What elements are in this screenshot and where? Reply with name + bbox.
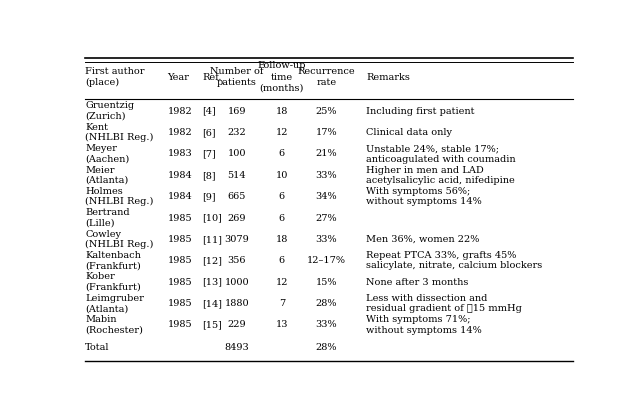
Text: Ref.: Ref. [202, 73, 221, 82]
Text: Kent
(NHLBI Reg.): Kent (NHLBI Reg.) [85, 123, 153, 142]
Text: None after 3 months: None after 3 months [367, 278, 469, 287]
Text: Recurrence
rate: Recurrence rate [298, 67, 356, 87]
Text: 1985: 1985 [168, 235, 192, 244]
Text: Kober
(Frankfurt): Kober (Frankfurt) [85, 273, 141, 292]
Text: 12: 12 [275, 278, 288, 287]
Text: 6: 6 [279, 192, 285, 201]
Text: 100: 100 [228, 150, 247, 159]
Text: Year: Year [168, 73, 189, 82]
Text: 15%: 15% [316, 278, 337, 287]
Text: 18: 18 [275, 107, 288, 116]
Text: 8493: 8493 [225, 343, 249, 352]
Text: 1982: 1982 [168, 128, 192, 137]
Text: 6: 6 [279, 256, 285, 265]
Text: Repeat PTCA 33%, grafts 45%
salicylate, nitrate, calcium blockers: Repeat PTCA 33%, grafts 45% salicylate, … [367, 251, 542, 271]
Text: [6]: [6] [202, 128, 216, 137]
Text: Remarks: Remarks [367, 73, 410, 82]
Text: With symptoms 71%;
without symptoms 14%: With symptoms 71%; without symptoms 14% [367, 315, 482, 335]
Text: 10: 10 [275, 171, 288, 180]
Text: [10]: [10] [202, 214, 222, 223]
Text: 33%: 33% [316, 235, 337, 244]
Text: [7]: [7] [202, 150, 216, 159]
Text: 514: 514 [228, 171, 247, 180]
Text: [9]: [9] [202, 192, 216, 201]
Text: Meier
(Atlanta): Meier (Atlanta) [85, 166, 128, 185]
Text: [4]: [4] [202, 107, 216, 116]
Text: 21%: 21% [316, 150, 337, 159]
Text: Mabin
(Rochester): Mabin (Rochester) [85, 315, 143, 335]
Text: 1000: 1000 [225, 278, 249, 287]
Text: 356: 356 [228, 256, 247, 265]
Text: Gruentzig
(Zurich): Gruentzig (Zurich) [85, 102, 134, 121]
Text: 269: 269 [228, 214, 247, 223]
Text: With symptoms 56%;
without symptoms 14%: With symptoms 56%; without symptoms 14% [367, 187, 482, 206]
Text: 33%: 33% [316, 171, 337, 180]
Text: 6: 6 [279, 150, 285, 159]
Text: Men 36%, women 22%: Men 36%, women 22% [367, 235, 480, 244]
Text: 13: 13 [275, 320, 288, 330]
Text: First author
(place): First author (place) [85, 67, 144, 87]
Text: 1880: 1880 [225, 299, 249, 308]
Text: 1985: 1985 [168, 256, 192, 265]
Text: Higher in men and LAD
acetylsalicylic acid, nifedipine: Higher in men and LAD acetylsalicylic ac… [367, 166, 515, 185]
Text: Total: Total [85, 343, 110, 352]
Text: 1985: 1985 [168, 299, 192, 308]
Text: Clinical data only: Clinical data only [367, 128, 453, 137]
Text: 7: 7 [279, 299, 285, 308]
Text: Bertrand
(Lille): Bertrand (Lille) [85, 208, 130, 228]
Text: 18: 18 [275, 235, 288, 244]
Text: Unstable 24%, stable 17%;
anticoagulated with coumadin: Unstable 24%, stable 17%; anticoagulated… [367, 144, 516, 164]
Text: 33%: 33% [316, 320, 337, 330]
Text: 1983: 1983 [168, 150, 192, 159]
Text: 3079: 3079 [225, 235, 249, 244]
Text: Holmes
(NHLBI Reg.): Holmes (NHLBI Reg.) [85, 187, 153, 206]
Text: [15]: [15] [202, 320, 222, 330]
Text: Cowley
(NHLBI Reg.): Cowley (NHLBI Reg.) [85, 230, 153, 249]
Text: [11]: [11] [202, 235, 222, 244]
Text: Leimgruber
(Atlanta): Leimgruber (Atlanta) [85, 294, 144, 313]
Text: 232: 232 [228, 128, 247, 137]
Text: 34%: 34% [316, 192, 337, 201]
Text: Follow-up
time
(months): Follow-up time (months) [257, 62, 306, 93]
Text: Including first patient: Including first patient [367, 107, 475, 116]
Text: Meyer
(Aachen): Meyer (Aachen) [85, 144, 130, 164]
Text: [14]: [14] [202, 299, 222, 308]
Text: [13]: [13] [202, 278, 222, 287]
Text: 25%: 25% [316, 107, 337, 116]
Text: Less with dissection and
residual gradient of ⩽15 mmHg: Less with dissection and residual gradie… [367, 294, 522, 313]
Text: [8]: [8] [202, 171, 216, 180]
Text: 6: 6 [279, 214, 285, 223]
Text: 1982: 1982 [168, 107, 192, 116]
Text: [12]: [12] [202, 256, 222, 265]
Text: 1984: 1984 [168, 171, 192, 180]
Text: 1985: 1985 [168, 278, 192, 287]
Text: 12–17%: 12–17% [307, 256, 346, 265]
Text: 28%: 28% [316, 299, 337, 308]
Text: Number of
patients: Number of patients [210, 67, 264, 87]
Text: Kaltenbach
(Frankfurt): Kaltenbach (Frankfurt) [85, 251, 141, 271]
Text: 1985: 1985 [168, 320, 192, 330]
Text: 27%: 27% [316, 214, 337, 223]
Text: 28%: 28% [316, 343, 337, 352]
Text: 17%: 17% [316, 128, 337, 137]
Text: 169: 169 [228, 107, 247, 116]
Text: 229: 229 [228, 320, 247, 330]
Text: 665: 665 [228, 192, 246, 201]
Text: 12: 12 [275, 128, 288, 137]
Text: 1985: 1985 [168, 214, 192, 223]
Text: 1984: 1984 [168, 192, 192, 201]
